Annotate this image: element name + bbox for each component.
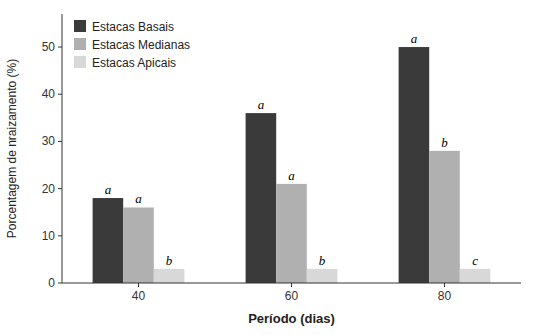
y-tick-label: 30 <box>42 134 56 148</box>
bar-annotation: a <box>258 97 265 112</box>
x-tick <box>138 283 139 287</box>
bar-annotation: a <box>288 168 295 183</box>
y-tick-label: 50 <box>42 40 56 54</box>
y-tick <box>58 141 62 142</box>
bar-annotation: a <box>411 31 418 46</box>
legend-swatch <box>74 38 86 50</box>
bar-annotation: a <box>135 191 142 206</box>
x-tick-label: 40 <box>132 289 146 303</box>
legend-swatch <box>74 56 86 68</box>
bar-annotation: b <box>319 253 326 268</box>
bar-annotation: b <box>441 135 448 150</box>
bar <box>93 198 124 283</box>
bar <box>429 151 460 283</box>
y-axis-label: Porcentagem de nraizamento (%) <box>5 59 19 238</box>
legend-item: Estacas Basais <box>74 20 174 34</box>
y-tick <box>58 47 62 48</box>
legend-item: Estacas Apicais <box>74 56 176 70</box>
bar <box>246 113 277 283</box>
bar-annotation: c <box>472 253 478 268</box>
legend-label: Estacas Basais <box>92 20 174 34</box>
y-tick <box>58 94 62 95</box>
bar <box>154 269 185 283</box>
legend-swatch <box>74 20 86 32</box>
bar <box>123 207 154 283</box>
bar <box>399 47 430 283</box>
legend-label: Estacas Apicais <box>92 56 176 70</box>
y-tick-label: 20 <box>42 182 56 196</box>
legend: Estacas Basais Estacas Medianas Estacas Ap… <box>74 20 190 70</box>
y-tick-label: 0 <box>48 276 55 290</box>
y-tick-label: 40 <box>42 87 56 101</box>
bar <box>460 269 491 283</box>
legend-label: Estacas Medianas <box>92 38 190 52</box>
bars <box>93 47 491 283</box>
x-tick <box>444 283 445 287</box>
y-tick <box>58 188 62 189</box>
legend-item: Estacas Medianas <box>74 38 190 52</box>
y-tick-label: 10 <box>42 229 56 243</box>
y-tick <box>58 283 62 284</box>
x-tick-label: 80 <box>438 289 452 303</box>
y-tick <box>58 235 62 236</box>
x-axis-label: Período (dias) <box>248 311 335 326</box>
x-tick-label: 60 <box>285 289 299 303</box>
bar-annotation: b <box>166 253 173 268</box>
x-tick <box>291 283 292 287</box>
bar <box>276 184 307 283</box>
chart-container: a a a a a b b b c 0 10 20 30 40 50 40 60 80 Período (dias)… <box>0 0 535 335</box>
bar <box>307 269 338 283</box>
chart: a a a a a b b b c 0 10 20 30 40 50 40 60 80 Período (dias)… <box>0 0 535 335</box>
bar-annotation: a <box>105 182 112 197</box>
y-axis-line <box>62 14 63 283</box>
